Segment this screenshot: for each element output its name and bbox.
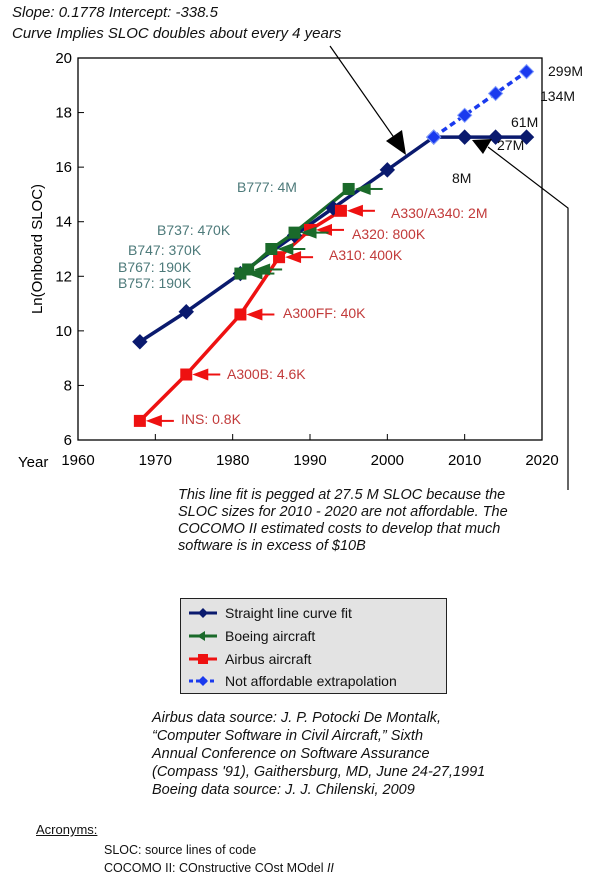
annotation-bracket-pegged bbox=[472, 139, 569, 490]
data-point bbox=[518, 63, 535, 80]
data-point bbox=[518, 129, 535, 145]
extrap-label-299m: 299M bbox=[548, 63, 583, 79]
airbus-label-a300ff: A300FF: 40K bbox=[283, 305, 366, 321]
x-tick-label: 1990 bbox=[293, 452, 326, 469]
airbus-label-a310: A310: 400K bbox=[329, 247, 403, 263]
y-tick-label: 18 bbox=[55, 105, 72, 122]
boeing-label-b777: B777: 4M bbox=[237, 179, 297, 195]
data-point bbox=[133, 414, 146, 427]
airbus-label-a300b: A300B: 4.6K bbox=[227, 366, 306, 382]
data-point bbox=[487, 85, 504, 102]
data-point bbox=[234, 308, 247, 321]
source-line-3: Annual Conference on Software Assurance bbox=[152, 746, 430, 762]
y-axis-label: Ln(Onboard SLOC) bbox=[29, 184, 46, 314]
legend-label-boeing: Boeing aircraft bbox=[225, 628, 316, 644]
y-tick-label: 8 bbox=[64, 377, 72, 394]
extrap-label-8m: 8M bbox=[452, 170, 471, 186]
data-point bbox=[487, 129, 504, 145]
airbus-label-ins: INS: 0.8K bbox=[181, 411, 242, 427]
boeing-label-b737: B737: 470K bbox=[157, 222, 231, 238]
label-pointer bbox=[192, 368, 209, 381]
acronym-cocomo-suffix: II bbox=[326, 861, 334, 875]
legend-label-curve-fit: Straight line curve fit bbox=[225, 605, 352, 621]
extrap-label-134m: 134M bbox=[540, 88, 575, 104]
label-pointer bbox=[354, 182, 371, 195]
legend-swatch-curve-fit bbox=[189, 608, 217, 618]
source-line-4: (Compass '91), Gaithersburg, MD, June 24… bbox=[152, 764, 486, 780]
label-pointer bbox=[277, 243, 294, 255]
pegged-note: This line fit is pegged at 27.5 M SLOC b… bbox=[178, 487, 508, 554]
extrap-label-61m: 61M bbox=[511, 114, 538, 130]
x-tick-label: 2020 bbox=[525, 452, 558, 469]
acronyms-title: Acronyms: bbox=[36, 822, 98, 837]
source-line-5: Boeing data source: J. J. Chilenski, 200… bbox=[152, 782, 415, 798]
label-pointer bbox=[285, 251, 302, 264]
source-line-1: Airbus data source: J. P. Potocki De Mon… bbox=[152, 710, 442, 726]
acronym-sloc: SLOC: source lines of code bbox=[104, 843, 257, 857]
x-tick-label: 2010 bbox=[448, 452, 481, 469]
label-pointer bbox=[246, 308, 263, 321]
legend-item-airbus: Airbus aircraft bbox=[189, 649, 311, 669]
data-point bbox=[426, 129, 442, 145]
airbus-label-a320: A320: 800K bbox=[352, 226, 426, 242]
legend-label-airbus: Airbus aircraft bbox=[225, 651, 312, 667]
acronym-cocomo: COCOMO II: COnstructive COst MOdel II bbox=[104, 861, 334, 875]
x-axis-prefix: Year bbox=[18, 454, 48, 471]
x-tick-label: 1960 bbox=[61, 452, 94, 469]
data-point bbox=[334, 204, 347, 217]
boeing-label-b767: B767: 190K bbox=[118, 259, 192, 275]
legend-item-extrapolation: Not affordable extrapolation bbox=[189, 671, 397, 691]
legend-item-curve-fit: Straight line curve fit bbox=[189, 603, 352, 623]
x-tick-label: 1970 bbox=[139, 452, 172, 469]
data-point bbox=[379, 162, 396, 178]
legend-swatch-boeing bbox=[189, 631, 217, 641]
extrap-label-27m: 27M bbox=[497, 137, 524, 153]
x-tick-label: 2000 bbox=[371, 452, 404, 469]
label-pointer bbox=[346, 204, 363, 217]
source-line-2: “Computer Software in Civil Aircraft,” S… bbox=[152, 728, 424, 744]
label-pointer bbox=[300, 226, 317, 239]
y-tick-label: 10 bbox=[55, 323, 72, 340]
label-pointer bbox=[145, 414, 162, 427]
data-point bbox=[456, 107, 473, 124]
y-tick-label: 14 bbox=[55, 214, 72, 231]
y-tick-label: 16 bbox=[55, 159, 72, 176]
chart-svg: 1960 1970 1980 1990 2000 2010 2020 6 8 10 12 14 16 18… bbox=[18, 45, 583, 490]
legend-item-boeing: Boeing aircraft bbox=[189, 626, 315, 646]
data-point bbox=[180, 368, 193, 381]
legend-label-extrapolation: Not affordable extrapolation bbox=[225, 673, 397, 689]
data-point bbox=[242, 263, 255, 276]
data-source-citation: Airbus data source: J. P. Potocki De Mon… bbox=[152, 709, 582, 799]
chart-subtitle-doubling: Curve Implies SLOC doubles about every 4… bbox=[12, 25, 342, 42]
legend: Straight line curve fit Boeing aircraft … bbox=[180, 598, 447, 694]
data-point bbox=[288, 226, 301, 239]
annotation-arrow-doubling bbox=[329, 45, 406, 155]
acronym-cocomo-text: COCOMO II: COnstructive COst MOdel bbox=[104, 861, 327, 875]
label-pointer bbox=[254, 263, 271, 276]
legend-swatch-extrapolation bbox=[189, 676, 217, 686]
y-tick-label: 6 bbox=[64, 432, 72, 449]
data-point bbox=[456, 129, 473, 145]
series-line-3 bbox=[432, 70, 528, 139]
y-tick-label: 12 bbox=[55, 268, 72, 285]
boeing-label-b747: B747: 370K bbox=[128, 242, 202, 258]
y-tick-label: 20 bbox=[55, 50, 72, 67]
boeing-label-b757: B757: 190K bbox=[118, 275, 192, 291]
legend-swatch-airbus bbox=[189, 654, 217, 664]
chart-subtitle-slope: Slope: 0.1778 Intercept: -338.5 bbox=[12, 4, 218, 21]
data-point bbox=[342, 182, 355, 195]
data-point bbox=[178, 304, 194, 320]
data-point bbox=[265, 243, 278, 255]
data-point bbox=[132, 334, 148, 350]
airbus-label-a330: A330/A340: 2M bbox=[391, 205, 488, 221]
x-tick-label: 1980 bbox=[216, 452, 249, 469]
